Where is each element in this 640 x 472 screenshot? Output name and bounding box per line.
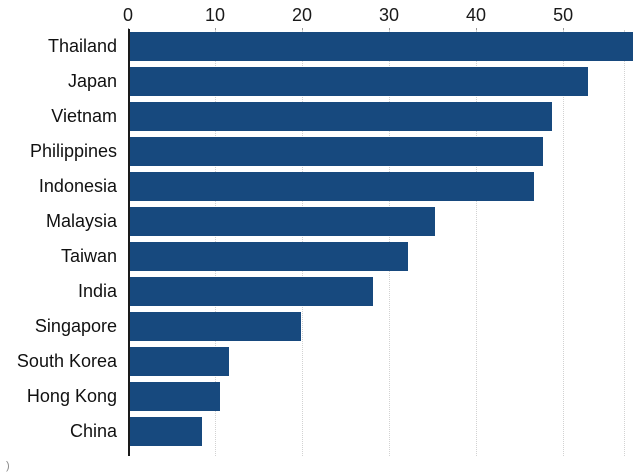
x-tick-label: 20 (292, 5, 313, 25)
x-axis: 0 10 20 30 40 50 (123, 4, 624, 33)
bar-track (128, 32, 640, 61)
bar-row: Philippines (0, 137, 640, 166)
bar (130, 312, 301, 341)
category-label: China (69, 421, 117, 441)
x-tick-label: 30 (379, 5, 400, 25)
bar-track (128, 242, 640, 271)
bar-track (128, 207, 640, 236)
bar-track (128, 277, 640, 306)
category-label: Japan (67, 71, 117, 91)
bar (130, 207, 436, 236)
x-tick-label: 40 (466, 5, 487, 25)
bar-row: Vietnam (0, 102, 640, 131)
category-label: South Korea (16, 351, 117, 371)
bar (130, 347, 229, 376)
bar-row: Singapore (0, 312, 640, 341)
bar-track (128, 312, 640, 341)
category-label: Vietnam (51, 106, 117, 126)
bar (130, 67, 589, 96)
category-label: Philippines (29, 141, 117, 161)
bar-row: India (0, 277, 640, 306)
category-label: Malaysia (45, 211, 117, 231)
bar-row: Taiwan (0, 242, 640, 271)
bar (130, 172, 535, 201)
y-axis-line (128, 29, 130, 456)
bar-track (128, 382, 640, 411)
bar-track (128, 137, 640, 166)
bar-track (128, 67, 640, 96)
category-label: Singapore (34, 316, 117, 336)
bar (130, 382, 220, 411)
bar-track (128, 172, 640, 201)
bar-rows: Thailand Japan Vietnam Philippines Indonesia… (0, 32, 640, 452)
bar (130, 417, 202, 446)
bar-row: Indonesia (0, 172, 640, 201)
bar-row: Japan (0, 67, 640, 96)
bar (130, 32, 634, 61)
partial-footnote: ) (6, 460, 10, 472)
bar-track (128, 347, 640, 376)
category-label: Hong Kong (26, 386, 117, 406)
category-label: Taiwan (60, 246, 117, 266)
category-label: Thailand (47, 36, 117, 56)
bar-row: Thailand (0, 32, 640, 61)
bar-track (128, 417, 640, 446)
bar-row: Hong Kong (0, 382, 640, 411)
category-label: Indonesia (38, 176, 117, 196)
bar-row: South Korea (0, 347, 640, 376)
x-tick-label: 50 (553, 5, 574, 25)
bar (130, 102, 553, 131)
bar (130, 242, 409, 271)
x-tick-label: 0 (122, 5, 134, 25)
bar-row: Malaysia (0, 207, 640, 236)
bar-track (128, 102, 640, 131)
bar (130, 137, 544, 166)
category-label: India (77, 281, 117, 301)
x-tick-label: 10 (205, 5, 226, 25)
bar-row: China (0, 417, 640, 446)
bar (130, 277, 373, 306)
